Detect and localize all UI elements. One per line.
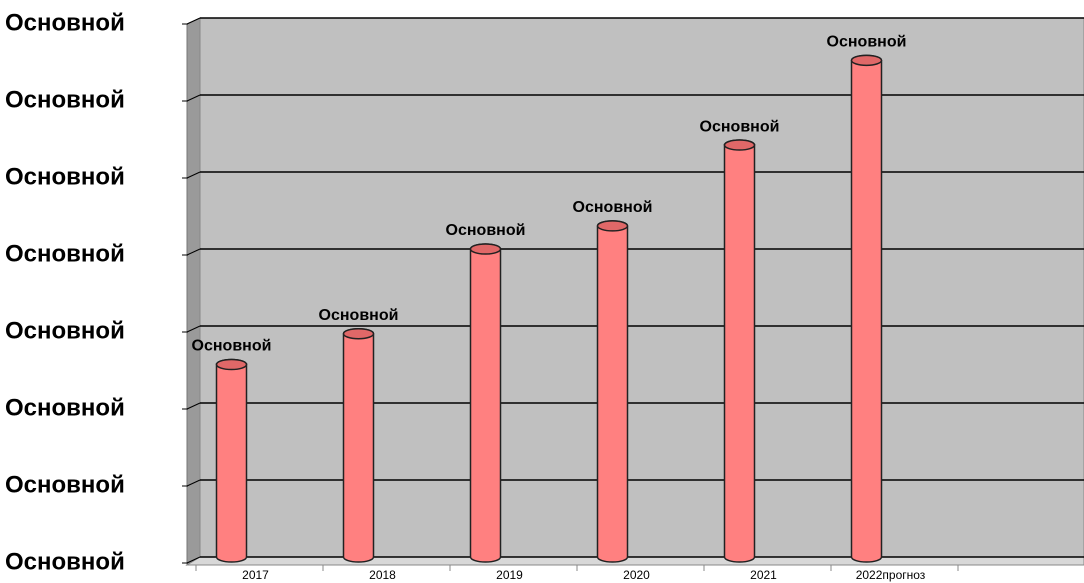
bar: [596, 220, 629, 563]
bar-cap: [596, 220, 629, 232]
bar: [850, 54, 883, 563]
grid-line-side: [186, 556, 201, 564]
data-label: Основной: [192, 338, 272, 355]
x-tick-label: 2020: [623, 568, 650, 582]
data-label: Основной: [446, 222, 526, 239]
bar-cap: [469, 243, 502, 255]
bar: [215, 358, 248, 563]
data-label: Основной: [827, 34, 907, 51]
x-tick-label: 2022прогноз: [856, 568, 926, 582]
bar: [469, 243, 502, 563]
bar-cap: [723, 139, 756, 151]
grid-line-side: [186, 479, 201, 487]
grid-line-side: [186, 325, 201, 333]
y-tick-label: Основной: [5, 86, 125, 113]
bar: [342, 327, 375, 563]
y-tick-label: Основной: [5, 317, 125, 344]
bar-cap: [342, 327, 375, 340]
y-tick-label: Основной: [5, 163, 125, 190]
y-tick-label: Основной: [5, 394, 125, 421]
x-tick-label: 2019: [496, 568, 523, 582]
y-tick-label: Основной: [5, 240, 125, 267]
grid-line-side: [186, 402, 201, 410]
x-tick-label: 2018: [369, 568, 396, 582]
grid-line-side: [186, 248, 201, 256]
x-tick-label: 2021: [750, 568, 777, 582]
data-label: Основной: [573, 199, 653, 216]
y-tick-label: Основной: [5, 471, 125, 498]
bar: [723, 139, 756, 563]
y-tick-label: Основной: [5, 9, 125, 36]
bar-cap: [215, 358, 248, 371]
data-label: Основной: [319, 307, 399, 324]
y-tick-label: Основной: [5, 548, 125, 575]
back-wall: [199, 17, 1084, 558]
bar-cap: [850, 54, 883, 67]
x-tick-label: 2017: [242, 568, 269, 582]
floor: [185, 556, 1084, 566]
data-label: Основной: [700, 118, 780, 135]
grid-line-side: [186, 17, 201, 25]
grid-line-side: [186, 94, 201, 102]
grid-line-side: [186, 171, 201, 179]
